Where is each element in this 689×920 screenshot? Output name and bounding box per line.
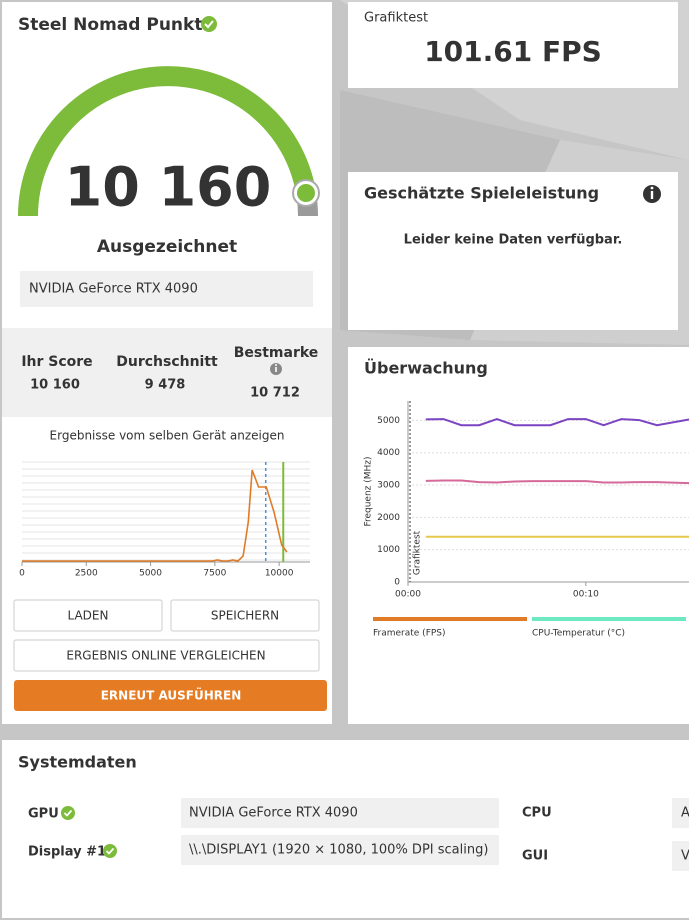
x-tick-label: 2500 <box>75 569 98 579</box>
button[interactable]: ERNEUT AUSFÜHREN <box>14 680 327 711</box>
info-icon[interactable] <box>643 185 661 203</box>
comparison-label: Bestmarke <box>234 345 319 361</box>
system-label: CPU <box>522 806 552 821</box>
value-box <box>181 798 499 828</box>
y-axis-label: Frequenz (MHz) <box>364 456 374 526</box>
panel-title: Systemdaten <box>18 753 137 772</box>
distribution-chart: 0 2500 5000 7500 10000 <box>19 461 310 579</box>
fps-panel <box>348 2 678 88</box>
button-label[interactable]: SPEICHERN <box>211 609 279 623</box>
button[interactable]: SPEICHERN <box>170 599 320 632</box>
system-value: NVIDIA GeForce RTX 4090 <box>189 806 358 821</box>
x-tick-label: 10000 <box>265 569 294 579</box>
distribution-title: Ergebnisse vom selben Gerät anzeigen <box>50 429 285 443</box>
button-label[interactable]: ERGEBNIS ONLINE VERGLEICHEN <box>66 649 265 663</box>
system-label: GUI <box>522 849 548 864</box>
fps-value: 101.61 FPS <box>424 35 602 68</box>
x-tick-label: 00:10 <box>573 590 599 600</box>
gpu-name: NVIDIA GeForce RTX 4090 <box>29 282 198 297</box>
x-tick-label: 00:00 <box>395 590 421 600</box>
comparison-area <box>2 328 332 417</box>
comparison-value: 10 160 <box>30 378 80 393</box>
info-icon <box>270 363 282 375</box>
check-icon <box>61 806 75 820</box>
score: 10 160 <box>65 156 272 219</box>
series-line <box>425 418 689 427</box>
check-icon <box>201 16 217 32</box>
gauge-arc <box>18 66 316 217</box>
estimate-panel <box>348 172 678 330</box>
y-tick-label: 3000 <box>377 481 400 491</box>
button[interactable]: LADEN <box>13 599 163 632</box>
monitoring-chart: 0 1000 2000 3000 4000 5000 00:00 00:10 Frequenz … <box>364 401 689 639</box>
legend-label: Framerate (FPS) <box>373 629 446 639</box>
y-tick-label: 2000 <box>377 513 400 523</box>
x-tick-label: 0 <box>19 569 25 579</box>
system-label: Display #1 <box>28 845 106 860</box>
legend-label: CPU-Temperatur (°C) <box>532 629 625 639</box>
panel-title: Steel Nomad Punkte <box>18 15 214 35</box>
comparison-label: Ihr Score <box>21 354 92 370</box>
x-tick-label: 7500 <box>203 569 226 579</box>
fps-label: Grafiktest <box>364 11 428 26</box>
panel-title: Überwachung <box>364 359 488 378</box>
button[interactable]: ERGEBNIS ONLINE VERGLEICHEN <box>13 639 320 672</box>
legend-swatch <box>532 617 686 621</box>
system-label: GPU <box>28 807 59 822</box>
value-box <box>672 798 689 828</box>
value-box <box>672 841 689 871</box>
phase-label: Grafiktest <box>413 530 423 575</box>
comparison-value: 9 478 <box>145 378 186 393</box>
distribution-line <box>22 469 288 562</box>
value-box <box>181 835 499 865</box>
system-panel <box>2 740 689 918</box>
y-tick-label: 1000 <box>377 545 400 555</box>
gauge-handle-dot <box>297 184 315 202</box>
legend-swatch <box>373 617 527 621</box>
system-value: A <box>681 806 689 821</box>
y-tick-label: 4000 <box>377 448 400 458</box>
series-line <box>425 479 689 485</box>
y-tick-label: 5000 <box>377 416 400 426</box>
system-value: V <box>681 849 689 864</box>
comparison-label: Durchschnitt <box>116 354 218 370</box>
button-label[interactable]: LADEN <box>68 609 109 623</box>
check-icon <box>103 844 117 858</box>
rating: Ausgezeichnet <box>97 237 237 257</box>
gpu-box <box>20 271 313 307</box>
x-tick-label: 5000 <box>139 569 162 579</box>
system-value: \\.\DISPLAY1 (1920 × 1080, 100% DPI scal… <box>189 843 488 858</box>
comparison-value: 10 712 <box>250 386 300 401</box>
panel-title: Geschätzte Spieleleistung <box>364 184 599 203</box>
monitoring-panel <box>348 347 689 724</box>
button-label[interactable]: ERNEUT AUSFÜHREN <box>101 688 242 703</box>
y-tick-label: 0 <box>394 578 400 588</box>
no-data-message: Leider keine Daten verfügbar. <box>404 233 623 248</box>
